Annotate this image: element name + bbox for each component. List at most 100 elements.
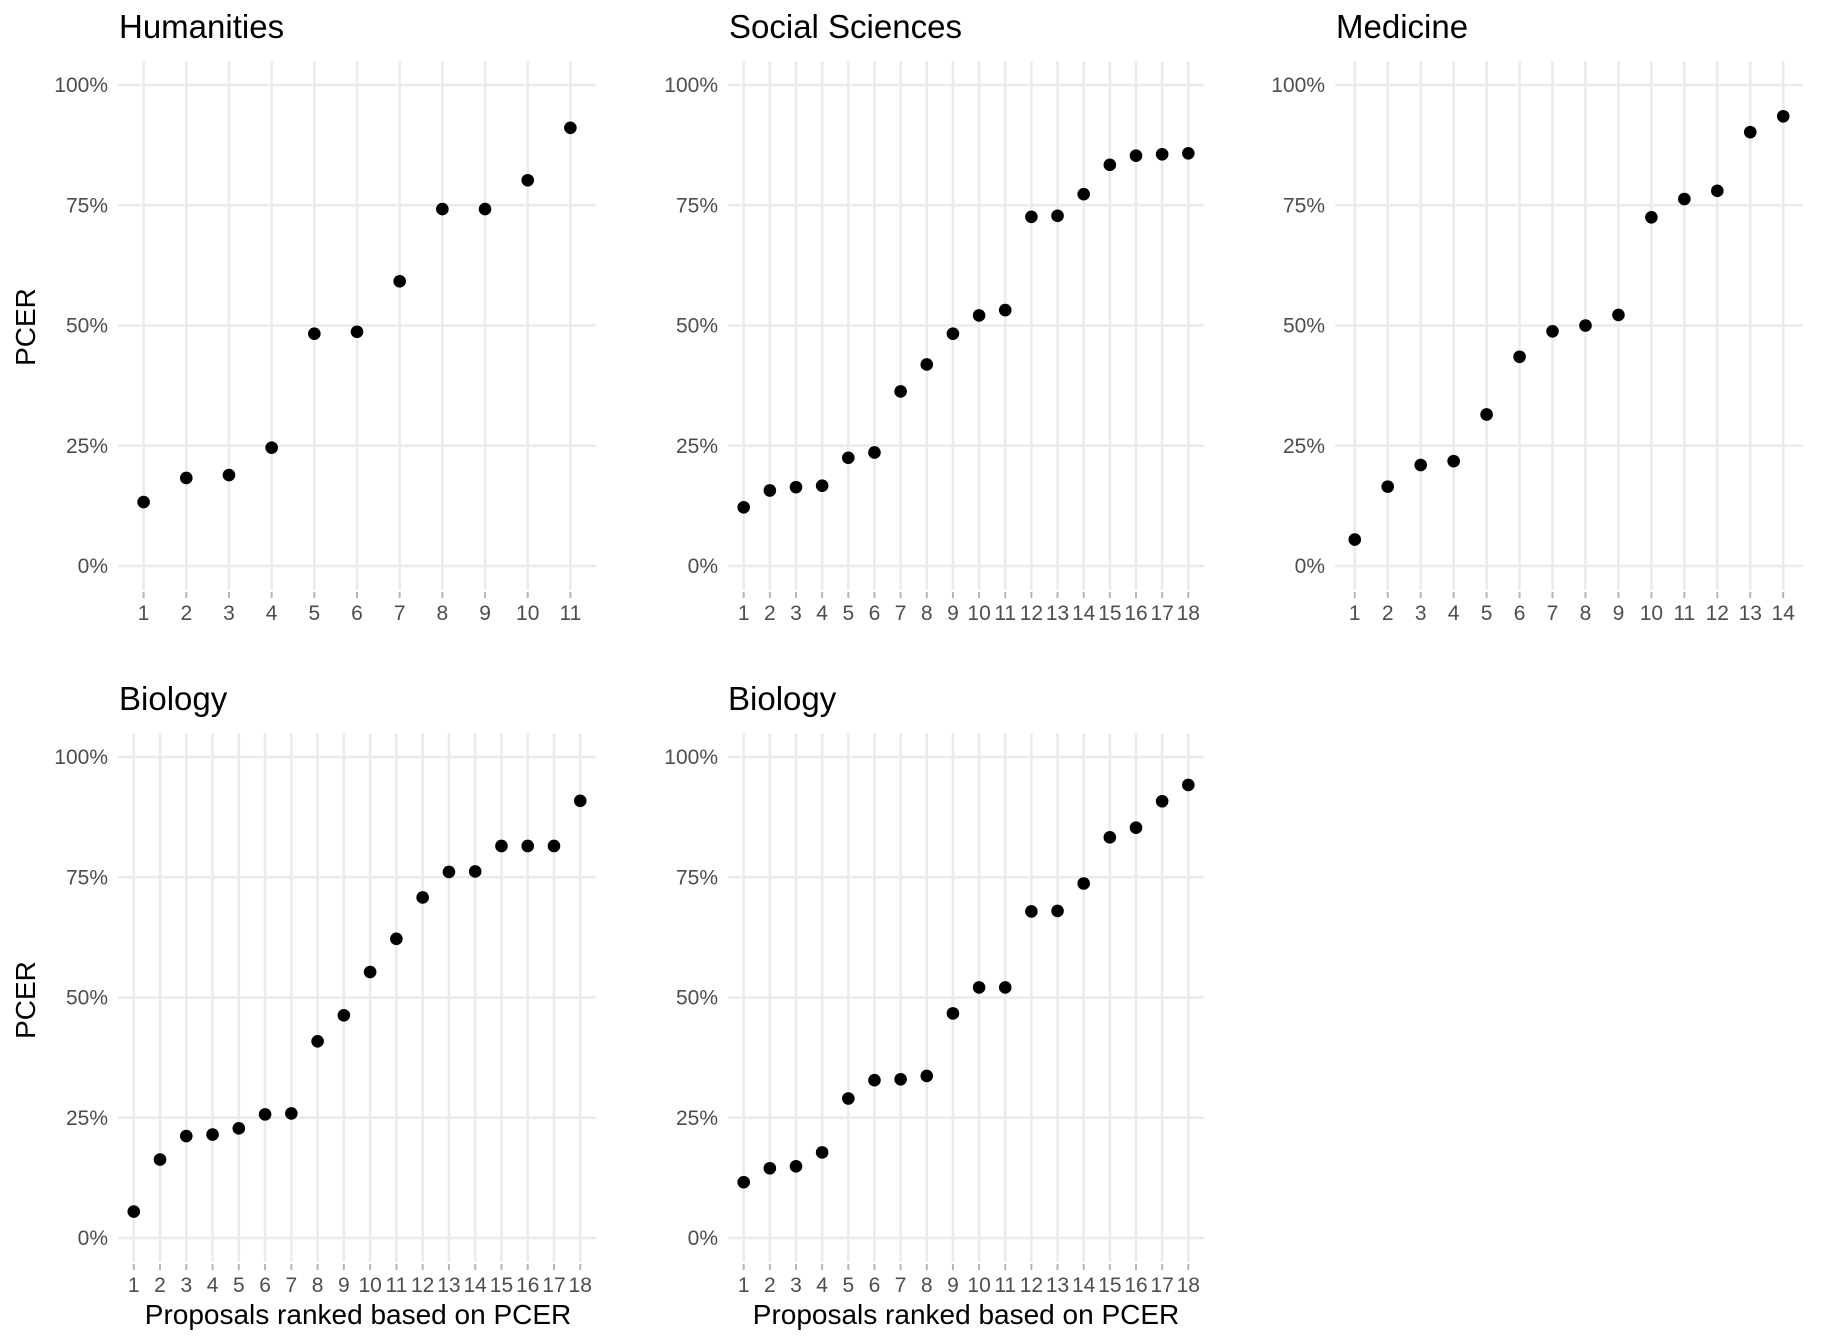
panel-5: 0%25%50%75%100%1 2 3 4 5 6 7 8 9 10 11 12 13 14 15 16 17… [664,680,1204,1297]
x-tick-label: 3 [1415,602,1427,625]
x-tick-label: 9 [338,1274,350,1297]
y-tick-label: 50% [1283,315,1325,338]
x-tick-label: 11 [385,1274,407,1297]
data-point [285,1107,298,1120]
x-tick-label: 17 [542,1274,565,1297]
x-tick-label: 3 [790,602,802,625]
data-point [258,1108,272,1121]
data-point [1155,794,1169,808]
data-point [789,480,803,494]
data-point [1103,831,1117,844]
panel-title: Biology [119,680,228,717]
data-point [179,1129,193,1143]
data-point [1051,209,1064,223]
x-tick-label: 7 [285,1274,297,1297]
x-tick-label: 11 [1673,602,1695,625]
data-point [972,981,986,994]
x-tick-label: 18 [1177,602,1200,625]
panel-title: Medicine [1336,8,1468,45]
x-tick-label: 17 [1150,1274,1173,1297]
data-point [1182,778,1195,792]
data-point [815,1146,829,1159]
x-tick-label: 14 [1072,1274,1096,1297]
data-point [1513,350,1526,364]
data-point [1103,158,1117,172]
y-tick-label: 25% [66,1107,108,1130]
x-tick-label: 16 [516,1274,539,1297]
x-tick-label: 13 [1046,1274,1069,1297]
data-point [1579,319,1592,332]
x-tick-label: 15 [1098,602,1121,625]
x-tick-label: 6 [1514,602,1526,625]
x-tick-label: 4 [1448,602,1460,625]
data-point [1743,125,1757,139]
data-point [393,274,406,288]
data-point [350,325,364,339]
data-point [946,1007,960,1020]
y-tick-label: 0% [78,555,108,578]
x-tick-label: 10 [358,1274,381,1297]
x-tick-label: 5 [308,602,320,625]
x-tick-label: 17 [1150,602,1173,625]
data-point [998,981,1012,994]
x-tick-label: 15 [1098,1274,1121,1297]
y-tick-label: 0% [1295,555,1325,578]
data-point [1776,109,1790,123]
x-tick-label: 7 [394,602,406,625]
data-point [363,965,377,979]
data-point [564,121,577,135]
data-point [1546,324,1559,338]
data-point [206,1128,219,1141]
x-tick-label: 4 [266,602,278,625]
data-point [1025,210,1038,224]
data-point [894,385,907,398]
x-tick-label: 7 [895,1274,907,1297]
data-point [1077,877,1090,890]
x-tick-label: 18 [569,1274,592,1297]
data-point [179,471,193,485]
data-point [495,839,508,853]
y-tick-label: 50% [66,315,108,338]
x-tick-label: 5 [1481,602,1493,625]
x-tick-label: 9 [947,602,959,625]
data-point [573,794,587,808]
y-tick-label: 100% [54,746,108,769]
panel-title: Biology [728,680,837,717]
data-point [1155,147,1169,161]
data-point [946,327,960,340]
data-point [1077,187,1090,201]
data-point [1612,308,1625,322]
y-tick-label: 50% [676,315,718,338]
x-tick-label: 14 [464,1274,488,1297]
y-tick-label: 100% [1271,74,1325,97]
x-tick-label: 16 [1124,602,1147,625]
data-point [265,441,278,454]
y-tick-label: 25% [1283,435,1325,458]
data-point [521,173,535,187]
data-point [815,479,829,492]
data-point [137,495,150,509]
x-tick-label: 1 [138,602,150,625]
y-tick-label: 50% [66,987,108,1010]
data-point [442,865,456,879]
panel-3: 0%25%50%75%100%1 2 3 4 5 6 7 8 9 10 11 12 13 14Medici… [1271,8,1803,625]
x-tick-label: 4 [207,1274,219,1297]
x-tick-label: 7 [895,602,907,625]
x-tick-label: 12 [411,1274,434,1297]
x-tick-label: 13 [1046,602,1069,625]
x-tick-label: 3 [790,1274,802,1297]
data-point [478,202,492,216]
x-tick-label: 1 [128,1274,140,1297]
data-point [1711,184,1724,198]
x-axis-title-right: Proposals ranked based on PCER [753,1299,1179,1330]
x-tick-label: 14 [1072,602,1096,625]
data-point [547,839,561,853]
x-tick-label: 5 [233,1274,245,1297]
data-point [998,303,1012,317]
x-tick-label: 2 [180,602,192,625]
x-tick-label: 11 [559,602,581,625]
x-tick-label: 2 [764,602,776,625]
x-tick-label: 4 [816,602,828,625]
data-point [222,468,236,482]
y-tick-label: 0% [688,555,718,578]
